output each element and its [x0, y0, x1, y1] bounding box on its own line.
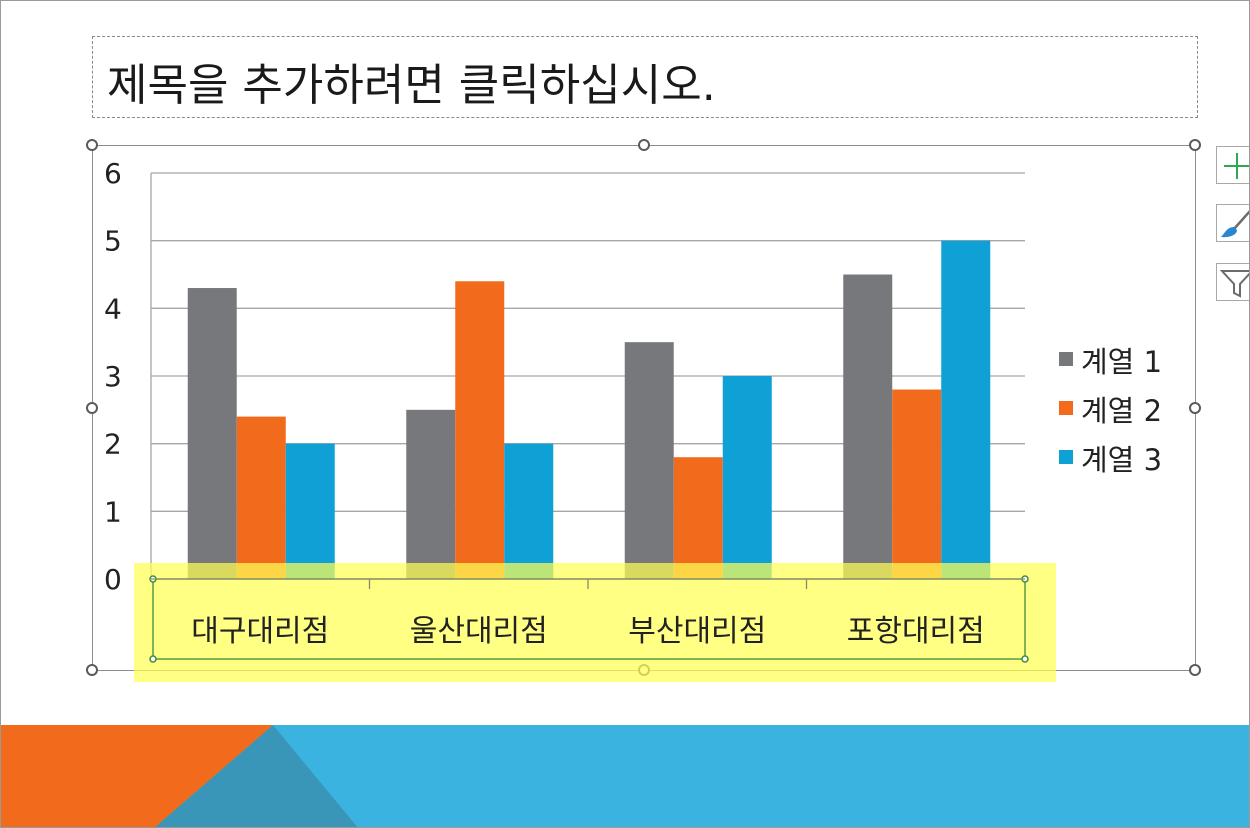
funnel-icon — [1219, 270, 1249, 298]
axis-selection-handle[interactable] — [149, 655, 157, 663]
category-label: 대구대리점 — [191, 614, 329, 649]
bar-3-4[interactable] — [941, 240, 991, 579]
axis-selection-handle[interactable] — [1021, 655, 1029, 663]
y-tick-label: 0 — [104, 563, 122, 596]
y-tick-label: 2 — [104, 428, 122, 461]
category-label: 포항대리점 — [847, 614, 985, 649]
resize-handle-top-right[interactable] — [1189, 139, 1201, 151]
legend-swatch — [1059, 352, 1073, 366]
category-label: 부산대리점 — [628, 614, 766, 649]
y-axis-tick-labels: 0 1 2 3 4 5 6 — [104, 157, 122, 596]
bars — [187, 240, 991, 580]
y-tick-label: 1 — [104, 495, 122, 528]
bar-2-3[interactable] — [673, 457, 723, 579]
chart-filters-button[interactable] — [1216, 263, 1249, 301]
y-tick-label: 3 — [104, 360, 122, 393]
chart-elements-button[interactable] — [1216, 146, 1249, 184]
resize-handle-bottom-right[interactable] — [1189, 664, 1201, 676]
resize-handle-right[interactable] — [1189, 402, 1201, 414]
legend-label: 계열 2 — [1081, 394, 1163, 428]
y-tick-label: 4 — [104, 292, 122, 325]
title-placeholder-text: 제목을 추가하려면 클릭하십시오. — [107, 60, 716, 111]
plus-icon — [1224, 153, 1249, 179]
bar-3-2[interactable] — [504, 443, 554, 579]
bar-1-1[interactable] — [187, 288, 237, 579]
bar-3-3[interactable] — [722, 376, 772, 579]
resize-handle-top-left[interactable] — [86, 139, 98, 151]
bar-chart[interactable]: 0 1 2 3 4 5 6 대구대리점 울산대리점 부산대리점 포항대리점 — [1, 1, 1250, 701]
category-labels: 대구대리점 울산대리점 부산대리점 포항대리점 — [191, 614, 985, 649]
bar-1-3[interactable] — [624, 342, 674, 579]
resize-handle-bottom-left[interactable] — [86, 664, 98, 676]
legend-label: 계열 3 — [1081, 443, 1163, 477]
category-axis-selection — [134, 563, 1056, 682]
axis-selection-highlight — [134, 563, 1056, 682]
resize-handle-top[interactable] — [638, 139, 650, 151]
chart-styles-button[interactable] — [1216, 204, 1249, 242]
bar-2-4[interactable] — [892, 389, 942, 579]
bar-2-1[interactable] — [236, 416, 286, 579]
category-label: 울산대리점 — [410, 614, 548, 649]
resize-handle-left[interactable] — [86, 402, 98, 414]
legend-swatch — [1059, 401, 1073, 415]
legend-swatch — [1059, 450, 1073, 464]
bar-3-1[interactable] — [285, 443, 335, 579]
y-tick-label: 5 — [104, 225, 122, 258]
legend-label: 계열 1 — [1081, 345, 1163, 379]
y-tick-label: 6 — [104, 157, 122, 190]
slide-footer-decoration — [1, 725, 1249, 827]
bar-1-4[interactable] — [843, 274, 893, 580]
bar-1-2[interactable] — [406, 409, 456, 579]
title-placeholder[interactable]: 제목을 추가하려면 클릭하십시오. — [92, 36, 1198, 118]
bar-2-2[interactable] — [455, 281, 505, 579]
paintbrush-icon — [1221, 210, 1249, 238]
